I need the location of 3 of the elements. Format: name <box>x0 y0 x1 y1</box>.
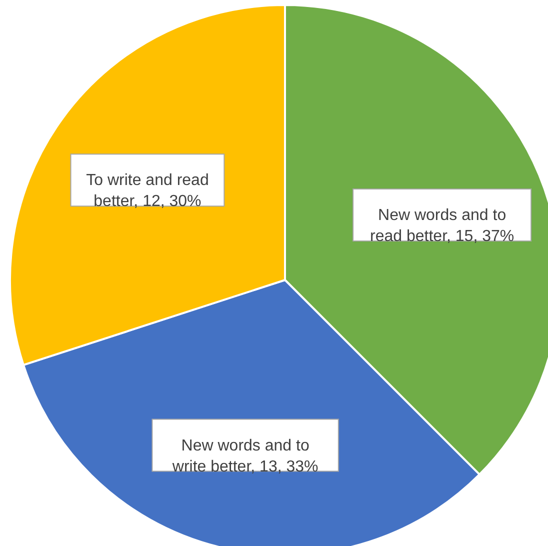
slice-label: To write and read better, 12, 30% <box>86 172 209 210</box>
slice-label: New words and to write better, 13, 33% <box>171 437 318 476</box>
slice-label: New words and to read better, 15, 37% <box>370 206 514 245</box>
